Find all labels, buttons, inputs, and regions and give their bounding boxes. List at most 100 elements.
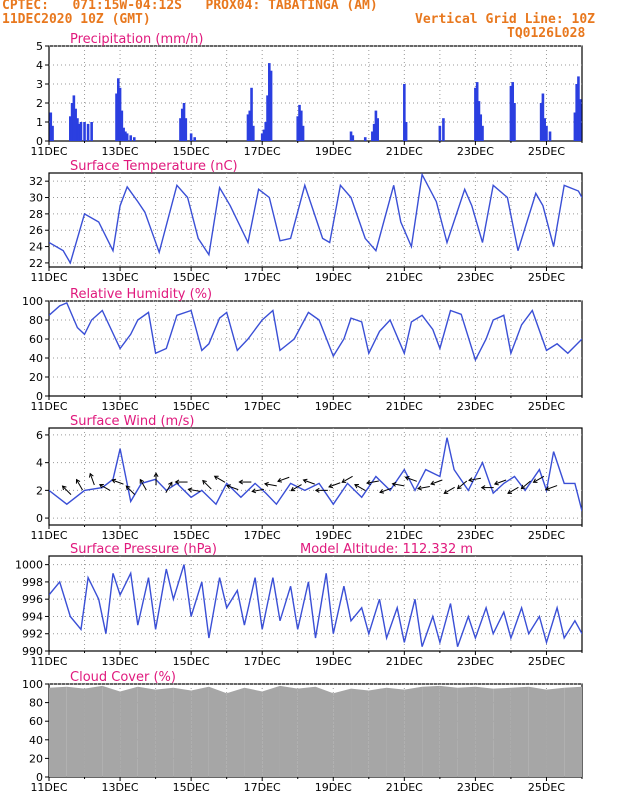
wind-arrow-head — [354, 484, 359, 489]
x-tick-label: 17DEC — [244, 781, 281, 794]
wind-arrow — [379, 487, 392, 493]
y-tick-label: 990 — [22, 645, 43, 658]
wind-arrow-head — [174, 479, 180, 485]
precip-bar — [577, 76, 580, 141]
x-tick-label: 25DEC — [528, 271, 565, 284]
wind-arrow — [443, 486, 455, 494]
x-tick-label: 13DEC — [102, 655, 139, 668]
precip-bar — [296, 116, 300, 141]
wind-arrow-head — [238, 479, 244, 485]
precip-bar — [116, 78, 120, 141]
y-tick-label: 3 — [36, 78, 43, 91]
cloud-segment — [315, 686, 334, 777]
cloud-segment — [386, 687, 405, 777]
x-tick-label: 13DEC — [102, 145, 139, 158]
y-tick-label: 0 — [36, 771, 43, 784]
cloud-segment — [351, 688, 369, 777]
x-tick-label: 21DEC — [386, 781, 423, 794]
wind-arrow — [366, 480, 379, 484]
x-tick-label: 21DEC — [386, 655, 423, 668]
precip-bar — [72, 95, 76, 141]
x-tick-label: 21DEC — [386, 529, 423, 542]
x-tick-label: 21DEC — [386, 145, 423, 158]
y-tick-label: 1 — [36, 116, 43, 129]
y-tick-label: 28 — [29, 208, 43, 221]
precip-bar — [511, 82, 515, 141]
wind-arrow-head — [404, 475, 410, 481]
precip-bar — [262, 129, 266, 141]
precip-bar — [475, 82, 479, 141]
precip-bar — [70, 103, 74, 141]
precip-bar — [371, 131, 374, 141]
precip-bar — [543, 118, 546, 141]
precip-bar — [122, 127, 125, 141]
y-tick-label: 998 — [22, 576, 43, 589]
wind-arrow — [392, 483, 405, 487]
precip-bar — [479, 114, 483, 141]
cloud-segment — [564, 686, 582, 777]
cloud-segment — [244, 687, 263, 777]
precip-bar — [509, 85, 513, 141]
wind-arrow-head — [153, 472, 159, 477]
panel-title: Precipitation (mm/h) — [70, 32, 203, 47]
x-tick-label: 13DEC — [102, 400, 139, 413]
x-tick-label: 25DEC — [528, 529, 565, 542]
x-tick-label: 23DEC — [457, 529, 494, 542]
wind-arrow-head — [88, 472, 94, 478]
cloud-segment — [493, 687, 511, 777]
x-tick-label: 19DEC — [315, 400, 352, 413]
precip-bar — [575, 84, 578, 141]
panel-frame — [48, 427, 583, 526]
y-tick-label: 6 — [36, 429, 43, 442]
precip-bar — [248, 110, 252, 141]
x-tick-label: 19DEC — [315, 655, 352, 668]
wind-arrow — [430, 479, 443, 485]
y-tick-label: 40 — [29, 352, 43, 365]
y-tick-label: 20 — [29, 371, 43, 384]
y-tick-label: 60 — [29, 715, 43, 728]
precip-bar — [269, 70, 273, 141]
x-tick-label: 15DEC — [173, 529, 210, 542]
wind-arrow-head — [507, 489, 513, 494]
wind-arrow-head — [493, 480, 499, 486]
cloud-segment — [191, 686, 209, 777]
panel-frame — [48, 300, 583, 397]
x-tick-label: 19DEC — [315, 529, 352, 542]
y-tick-label: 2 — [36, 97, 43, 110]
precip-bar — [124, 131, 127, 141]
cloud-segment — [262, 685, 280, 777]
wind-arrow — [328, 482, 341, 488]
y-tick-label: 100 — [22, 295, 43, 308]
cloud-segment — [510, 686, 529, 777]
cloud-segment — [208, 686, 227, 777]
precip-bar — [193, 137, 196, 141]
wind-arrow — [417, 486, 430, 490]
wind-arrow-head — [75, 478, 81, 484]
precip-bar — [351, 135, 355, 141]
wind-arrow — [202, 480, 212, 490]
x-tick-label: 25DEC — [528, 145, 565, 158]
wind-arrow-head — [263, 481, 269, 487]
y-tick-label: 0 — [36, 390, 43, 403]
header-line2-left: 11DEC2020 10Z (GMT) — [2, 12, 151, 27]
precip-bar — [301, 125, 305, 141]
y-tick-label: 994 — [22, 610, 43, 623]
precip-bar — [578, 99, 582, 141]
wind-arrow-head — [187, 487, 193, 493]
x-tick-label: 13DEC — [102, 271, 139, 284]
x-tick-label: 17DEC — [244, 655, 281, 668]
cloud-segment — [66, 686, 85, 777]
x-tick-label: 23DEC — [457, 145, 494, 158]
wind-arrow — [125, 485, 136, 495]
wind-arrow-head — [480, 485, 486, 491]
x-tick-label: 17DEC — [244, 400, 281, 413]
wind-arrow-head — [314, 487, 320, 493]
wind-arrow-head — [391, 481, 397, 487]
y-tick-label: 32 — [29, 175, 43, 188]
wind-arrow-head — [532, 478, 538, 483]
x-tick-label: 19DEC — [315, 271, 352, 284]
header-line1: CPTEC: 071:15W-04:12S PROX04: TABATINGA … — [2, 0, 378, 13]
wind-arrow-head — [430, 480, 436, 486]
wind-arrow-head — [111, 478, 117, 484]
